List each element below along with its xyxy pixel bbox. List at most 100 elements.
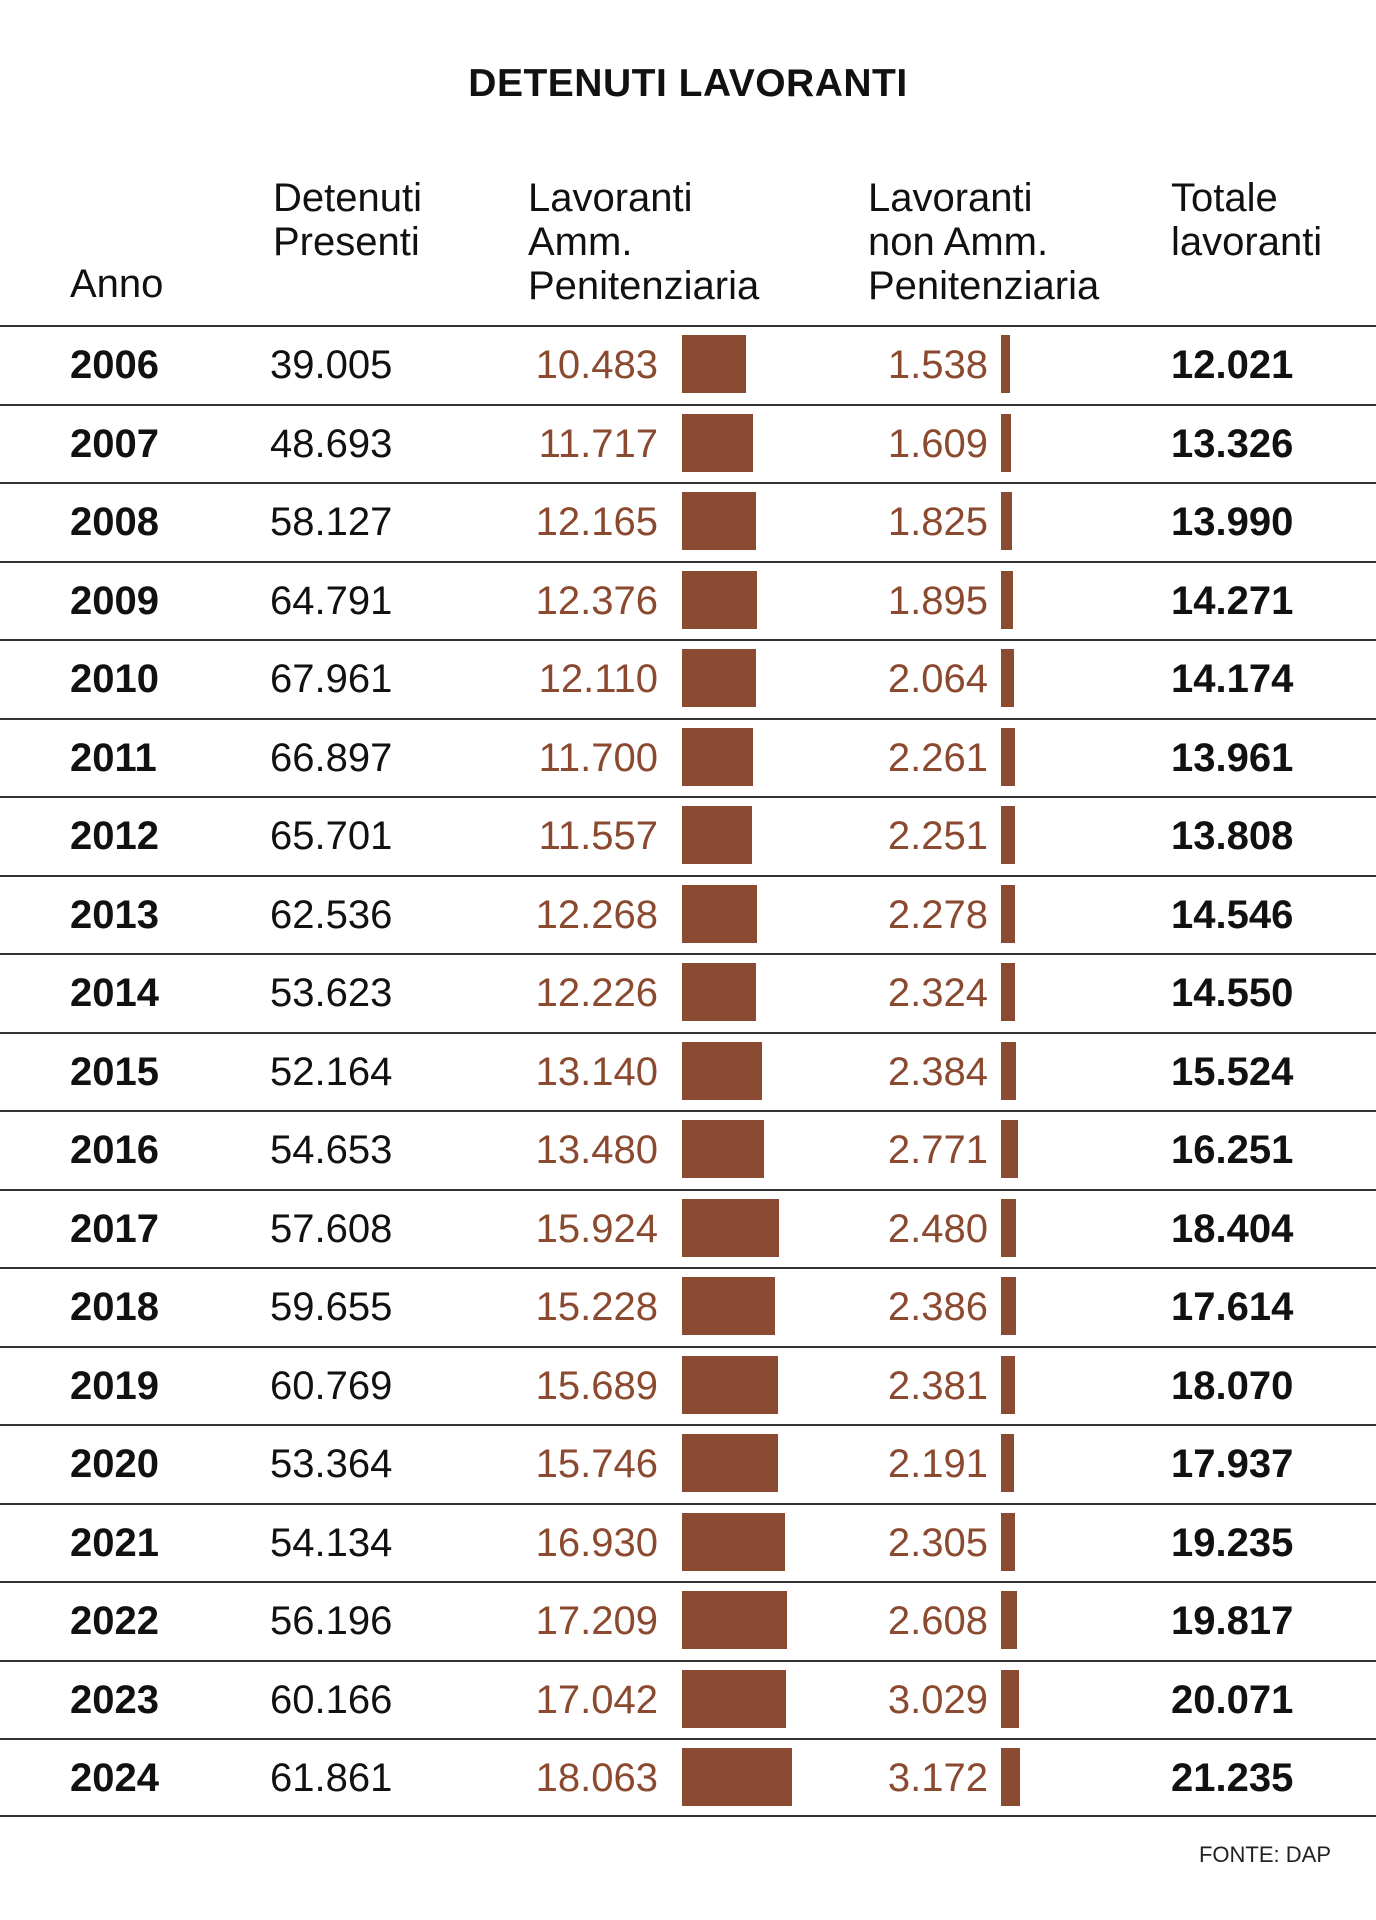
lavoranti-amm-value: 12.268 [535,892,658,937]
totale-lavoranti-cell: 13.990 [1171,500,1294,544]
totale-lavoranti-cell: 14.271 [1171,578,1294,623]
lavoranti-non-amm-value: 1.609 [887,421,988,466]
table-row: 2016 54.653 13.480 2.771 16.251 [0,1110,1376,1189]
header-lavoranti-non-amm: Lavoranti non Amm. Penitenziaria [868,176,1100,308]
table-row: 2019 60.769 15.689 2.381 18.070 [0,1345,1376,1425]
detenuti-presenti-cell: 53.623 [270,971,393,1015]
table-row: 2023 60.166 17.042 3.029 20.071 [0,1659,1376,1739]
year-cell: 2006 [70,343,159,387]
table-row: 2021 54.134 16.930 2.305 19.235 [0,1502,1376,1582]
lavoranti-amm-bar [682,806,752,864]
table-row: 2020 53.364 15.746 2.191 17.937 [0,1424,1376,1503]
lavoranti-non-amm-value: 1.895 [887,578,988,623]
lavoranti-non-amm-bar [1001,1669,1019,1728]
lavoranti-amm-value: 13.480 [535,1128,658,1172]
detenuti-presenti-cell: 39.005 [270,343,393,387]
lavoranti-non-amm-value: 2.191 [887,1442,988,1486]
lavoranti-non-amm-bar [1001,492,1012,550]
lavoranti-non-amm-value: 1.825 [887,500,988,544]
detenuti-presenti-cell: 64.791 [270,578,393,623]
lavoranti-amm-bar [682,884,757,943]
lavoranti-amm-bar [682,1355,778,1414]
data-table: 2006 39.005 10.483 1.538 12.021 2007 48.693 11.… [0,325,1376,1817]
year-cell: 2022 [70,1599,159,1643]
lavoranti-non-amm-value: 2.608 [887,1599,988,1643]
lavoranti-amm-bar [682,1277,775,1335]
totale-lavoranti-cell: 14.174 [1171,657,1294,701]
lavoranti-non-amm-value: 3.172 [887,1756,988,1800]
detenuti-presenti-cell: 57.608 [270,1206,393,1251]
lavoranti-non-amm-bar [1001,727,1015,786]
totale-lavoranti-cell: 12.021 [1171,343,1294,387]
table-row: 2008 58.127 12.165 1.825 13.990 [0,482,1376,561]
year-cell: 2012 [70,814,159,858]
detenuti-presenti-cell: 65.701 [270,814,393,858]
totale-lavoranti-cell: 14.546 [1171,892,1294,937]
totale-lavoranti-cell: 19.817 [1171,1599,1294,1643]
totale-lavoranti-cell: 18.070 [1171,1363,1294,1408]
year-cell: 2010 [70,657,159,701]
lavoranti-non-amm-bar [1001,413,1011,472]
table-row: 2018 59.655 15.228 2.386 17.614 [0,1267,1376,1346]
lavoranti-amm-value: 15.228 [535,1285,658,1329]
table-row: 2024 61.861 18.063 3.172 21.235 [0,1738,1376,1817]
lavoranti-amm-value: 11.717 [538,421,658,466]
lavoranti-amm-bar [682,492,756,550]
totale-lavoranti-cell: 13.961 [1171,735,1294,780]
lavoranti-amm-bar [682,1591,787,1649]
lavoranti-amm-value: 11.557 [538,814,658,858]
lavoranti-amm-value: 15.924 [535,1206,658,1251]
year-cell: 2019 [70,1363,159,1408]
lavoranti-non-amm-value: 2.384 [887,1049,988,1094]
lavoranti-amm-value: 12.165 [535,500,658,544]
detenuti-presenti-cell: 52.164 [270,1049,393,1094]
totale-lavoranti-cell: 20.071 [1171,1677,1294,1722]
lavoranti-non-amm-bar [1001,1198,1016,1257]
totale-lavoranti-cell: 13.326 [1171,421,1294,466]
lavoranti-non-amm-bar [1001,335,1010,393]
lavoranti-amm-value: 17.209 [535,1599,658,1643]
totale-lavoranti-cell: 18.404 [1171,1206,1294,1251]
header-totale-lavoranti: Totale lavoranti [1171,176,1323,264]
table-row: 2013 62.536 12.268 2.278 14.546 [0,874,1376,954]
lavoranti-amm-bar [682,727,753,786]
lavoranti-amm-bar [682,1669,786,1728]
totale-lavoranti-cell: 13.808 [1171,814,1294,858]
lavoranti-amm-value: 10.483 [535,343,658,387]
lavoranti-non-amm-bar [1001,884,1015,943]
lavoranti-non-amm-value: 2.064 [887,657,988,701]
table-row: 2007 48.693 11.717 1.609 13.326 [0,403,1376,483]
detenuti-presenti-cell: 54.653 [270,1128,393,1172]
lavoranti-amm-value: 17.042 [535,1677,658,1722]
lavoranti-amm-value: 16.930 [535,1520,658,1565]
detenuti-presenti-cell: 60.769 [270,1363,393,1408]
lavoranti-amm-value: 12.110 [538,657,658,701]
lavoranti-amm-bar [682,649,756,707]
lavoranti-non-amm-value: 2.771 [887,1128,988,1172]
lavoranti-non-amm-value: 2.251 [887,814,988,858]
detenuti-presenti-cell: 61.861 [270,1756,393,1800]
lavoranti-non-amm-value: 2.261 [887,735,988,780]
totale-lavoranti-cell: 16.251 [1171,1128,1294,1172]
year-cell: 2024 [70,1756,159,1800]
year-cell: 2020 [70,1442,159,1486]
lavoranti-amm-bar [682,413,753,472]
lavoranti-amm-bar [682,1512,785,1571]
table-row: 2022 56.196 17.209 2.608 19.817 [0,1581,1376,1660]
lavoranti-amm-value: 12.226 [535,971,658,1015]
totale-lavoranti-cell: 17.614 [1171,1285,1294,1329]
lavoranti-amm-bar [682,1041,762,1100]
year-cell: 2023 [70,1677,159,1722]
table-row: 2011 66.897 11.700 2.261 13.961 [0,717,1376,797]
lavoranti-non-amm-value: 2.278 [887,892,988,937]
header-anno: Anno [70,262,164,306]
detenuti-presenti-cell: 54.134 [270,1520,393,1565]
year-cell: 2011 [70,735,157,780]
lavoranti-amm-bar [682,1120,764,1178]
lavoranti-non-amm-bar [1001,570,1013,629]
lavoranti-amm-value: 11.700 [538,735,658,780]
detenuti-presenti-cell: 56.196 [270,1599,393,1643]
year-cell: 2015 [70,1049,159,1094]
lavoranti-non-amm-bar [1001,1434,1014,1492]
lavoranti-amm-value: 15.689 [535,1363,658,1408]
